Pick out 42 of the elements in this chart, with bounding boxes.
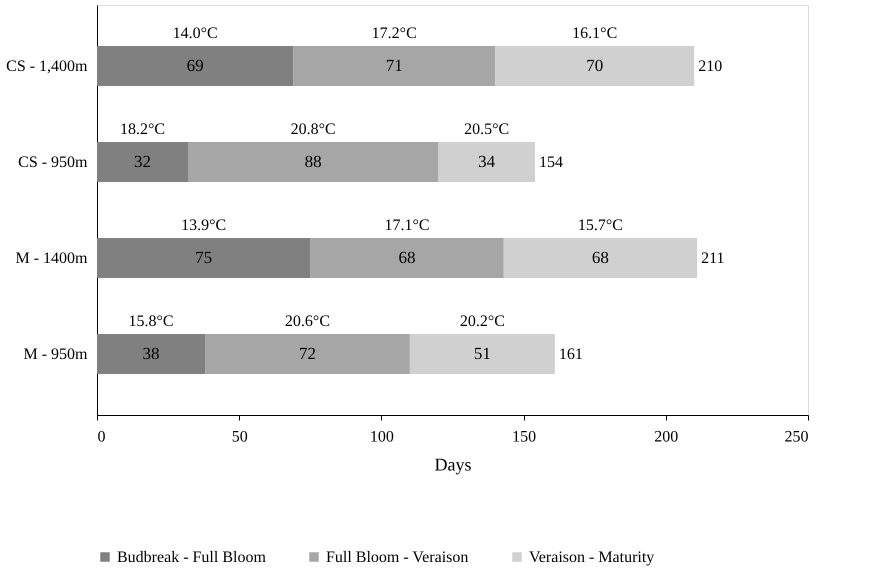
x-tick-label: 0: [98, 428, 106, 446]
x-tick-label: 250: [784, 428, 808, 446]
x-axis-title: Days: [434, 454, 472, 474]
data-label: 38: [142, 344, 160, 364]
annotation: 16.1°C: [572, 24, 618, 42]
annotation: 20.5°C: [464, 120, 510, 138]
data-label: 69: [186, 56, 204, 75]
legend-label: Budbreak - Full Bloom: [117, 549, 266, 566]
data-label: 70: [586, 56, 604, 75]
y-tick-label: M - 950m: [24, 346, 88, 364]
annotation: 20.8°C: [290, 120, 336, 138]
data-label: 34: [478, 152, 496, 171]
x-tick-label: 150: [512, 428, 536, 446]
y-tick-label: CS - 1,400m: [6, 58, 88, 75]
annotation: 17.1°C: [384, 217, 430, 234]
data-label: 68: [592, 248, 609, 268]
data-label: 72: [298, 344, 316, 364]
total-label: 161: [558, 346, 583, 364]
data-label: 68: [398, 248, 416, 268]
annotation: 13.9°C: [181, 217, 226, 234]
data-label: 51: [474, 344, 491, 364]
annotation: 20.6°C: [284, 313, 330, 330]
total-label: 154: [538, 154, 563, 171]
annotation: 14.0°C: [172, 24, 218, 42]
annotation: 20.2°C: [460, 313, 505, 330]
x-tick-label: 50: [232, 428, 248, 446]
total-label: 210: [698, 58, 722, 75]
y-tick-label: M - 1400m: [16, 250, 88, 268]
total-label: 211: [701, 250, 724, 268]
annotation: 18.2°C: [120, 120, 166, 138]
annotation: 15.7°C: [578, 217, 623, 234]
x-tick-label: 200: [654, 428, 678, 446]
y-tick-label: CS - 950m: [18, 154, 88, 171]
data-label: 32: [134, 152, 152, 171]
data-label: 75: [195, 248, 212, 268]
data-label: 88: [304, 152, 322, 171]
legend-label: Veraison - Maturity: [529, 549, 654, 566]
annotation: 15.8°C: [128, 313, 174, 330]
legend-label: Full Bloom - Veraison: [326, 549, 468, 566]
annotation: 17.2°C: [372, 24, 417, 42]
data-label: 71: [386, 56, 403, 75]
x-tick-label: 100: [370, 428, 394, 446]
